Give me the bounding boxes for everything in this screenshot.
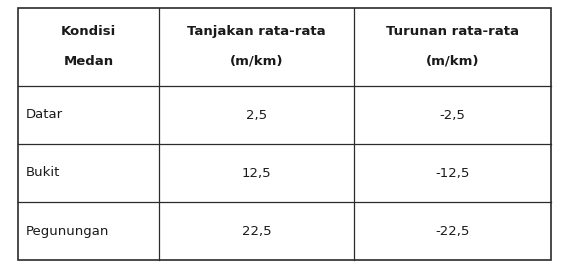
Text: (m/km): (m/km) xyxy=(230,55,283,68)
Text: 22,5: 22,5 xyxy=(242,224,271,238)
Text: Datar: Datar xyxy=(26,109,63,122)
Text: Medan: Medan xyxy=(64,55,114,68)
Text: 12,5: 12,5 xyxy=(242,167,271,180)
Text: (m/km): (m/km) xyxy=(426,55,479,68)
Text: -12,5: -12,5 xyxy=(435,167,469,180)
Text: Kondisi: Kondisi xyxy=(61,25,116,38)
Text: Pegunungan: Pegunungan xyxy=(26,224,109,238)
Text: -2,5: -2,5 xyxy=(439,109,465,122)
Text: 2,5: 2,5 xyxy=(246,109,267,122)
Text: Bukit: Bukit xyxy=(26,167,60,180)
Text: Turunan rata-rata: Turunan rata-rata xyxy=(386,25,519,38)
Text: Tanjakan rata-rata: Tanjakan rata-rata xyxy=(187,25,326,38)
Text: -22,5: -22,5 xyxy=(435,224,469,238)
